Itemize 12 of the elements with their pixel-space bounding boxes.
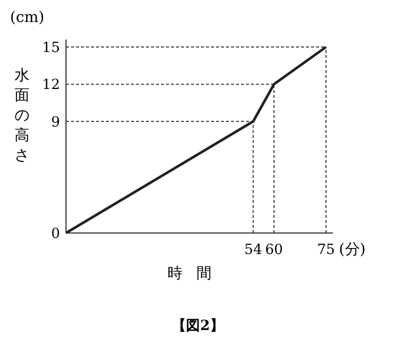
x-tick-label: 75 [317,242,335,258]
text: (分) [338,240,366,258]
x-tick-label: 60 [265,242,283,258]
y-tick-label: 15 [42,40,60,56]
y-axis-title: 水面の高さ [14,66,30,164]
x-axis-title: 時間 [167,264,226,282]
y-tick-label: 9 [51,114,60,130]
y-tick-label: 0 [51,226,60,242]
y-tick-label: 12 [42,77,60,94]
x-tick-label: 54 [244,242,262,258]
text: (cm) [10,8,44,26]
text: 【図2】 [172,318,224,334]
